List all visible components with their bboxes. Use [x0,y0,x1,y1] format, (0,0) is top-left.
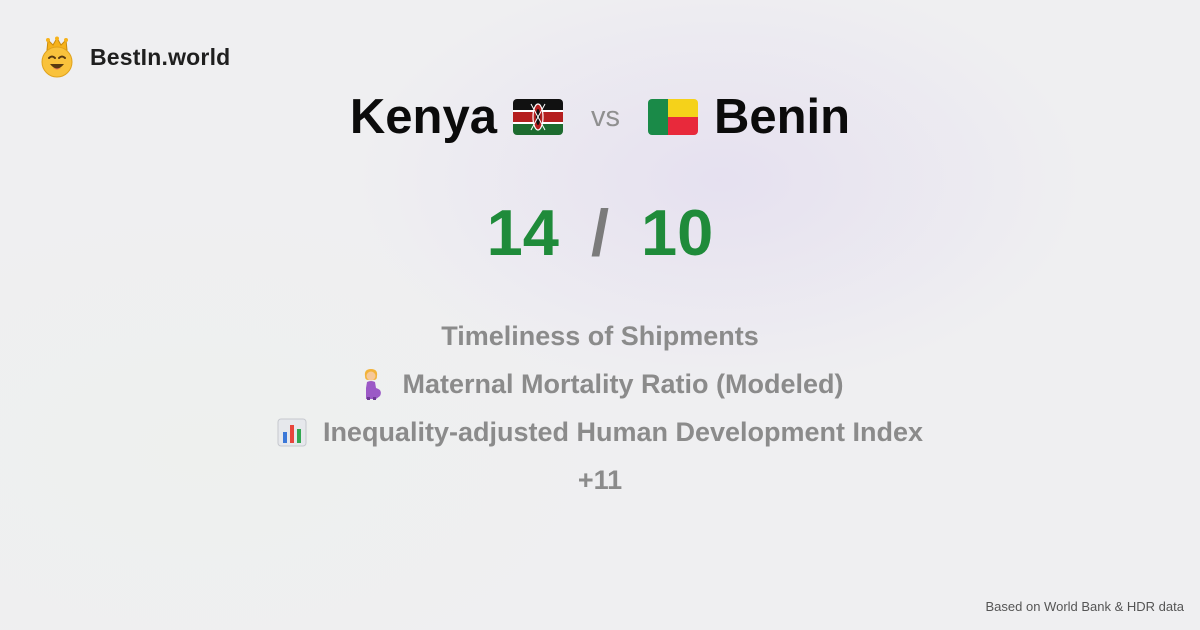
left-score: 14 [486,195,559,269]
metric-item[interactable]: Timeliness of Shipments [0,312,1200,360]
data-source-footer: Based on World Bank & HDR data [985,599,1184,614]
crowned-smiley-icon [41,36,73,78]
score-row: 14 / 10 [0,192,1200,272]
brand[interactable]: BestIn.world [38,36,230,78]
left-country-name[interactable]: Kenya [349,90,497,144]
pregnant-woman-icon [365,369,382,400]
benin-flag-icon [647,99,698,135]
vs-label: vs [590,100,620,133]
more-metrics-label: +11 [577,464,623,495]
metric-item[interactable]: Inequality-adjusted Human Development In… [0,408,1200,456]
right-score: 10 [641,195,714,269]
metric-item[interactable]: Maternal Mortality Ratio (Modeled) [0,360,1200,408]
bar-chart-icon [277,418,307,447]
brand-name: BestIn.world [90,43,231,70]
score-separator: / [590,195,610,269]
more-metrics-count[interactable]: +11 [0,456,1200,504]
metrics-list: Timeliness of Shipments Maternal Mortali… [0,312,1200,504]
comparison-title: Kenya vs Benin [0,84,1200,150]
kenya-flag-icon [512,99,563,135]
metric-label: Maternal Mortality Ratio (Modeled) [402,368,844,399]
metric-label: Timeliness of Shipments [441,320,759,351]
right-country-name[interactable]: Benin [713,90,851,144]
metric-label: Inequality-adjusted Human Development In… [322,416,924,447]
